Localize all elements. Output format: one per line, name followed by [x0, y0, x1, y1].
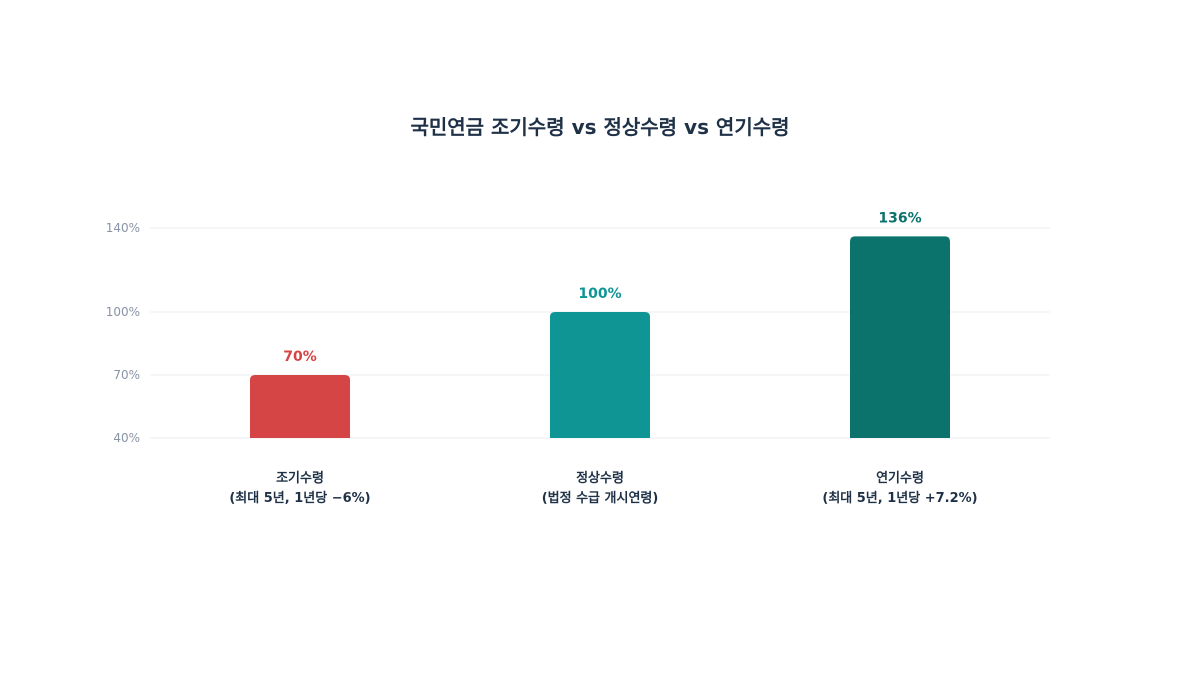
- bar: [550, 312, 650, 438]
- label-layer: 70% 조기수령 (최대 5년, 1년당 −6%) 100% 정상수령 (법정 수급 개시…: [229, 210, 977, 506]
- bar: [850, 236, 950, 438]
- bar-value-label: 136%: [878, 210, 921, 226]
- x-category-label: 정상수령: [576, 470, 624, 486]
- bar-value-label: 70%: [283, 349, 317, 365]
- chart-title: 국민연금 조기수령 vs 정상수령 vs 연기수령: [410, 115, 790, 139]
- y-tick-label: 40%: [113, 431, 140, 445]
- bar-value-label: 100%: [578, 286, 621, 302]
- x-category-label: (최대 5년, 1년당 −6%): [229, 490, 370, 506]
- bar: [250, 375, 350, 438]
- x-category-label: (최대 5년, 1년당 +7.2%): [822, 490, 977, 506]
- x-category-label: 조기수령: [276, 471, 324, 486]
- y-tick-label: 100%: [106, 305, 140, 319]
- y-tick-label: 70%: [113, 368, 140, 382]
- y-tick-label: 140%: [106, 221, 140, 235]
- x-category-label: (법정 수급 개시연령): [542, 490, 659, 506]
- bar-layer: [250, 236, 950, 438]
- x-category-label: 연기수령: [876, 471, 924, 486]
